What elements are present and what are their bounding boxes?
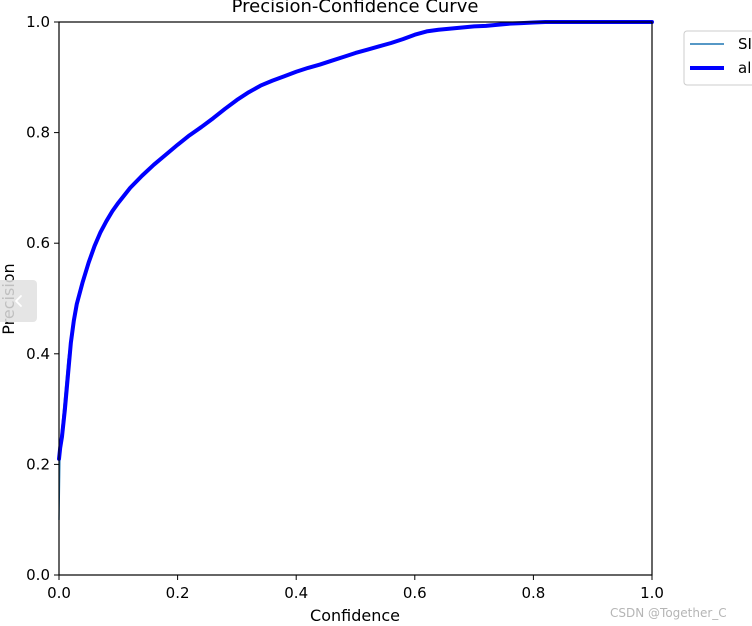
- x-tick-label: 0.4: [284, 584, 308, 602]
- series-line-SI: [58, 21, 653, 521]
- x-tick-label: 0.2: [166, 584, 190, 602]
- watermark-text: CSDN @Together_C: [610, 606, 727, 620]
- series-line-al: [57, 20, 654, 461]
- plot-frame: [58, 21, 653, 576]
- x-axis-title: Confidence: [310, 606, 400, 625]
- legend-label-SI: SI: [738, 35, 752, 53]
- legend: SI al: [683, 30, 752, 86]
- chart-title: Precision-Confidence Curve: [232, 0, 479, 17]
- y-tick-label: 0.6: [26, 234, 50, 252]
- x-tick-label: 1.0: [640, 584, 664, 602]
- x-tick-label: 0.6: [403, 584, 427, 602]
- y-axis: 0.0 0.2 0.4 0.6 0.8 1.0: [26, 13, 59, 584]
- y-tick-label: 0.0: [26, 566, 50, 584]
- legend-label-al: al: [738, 59, 751, 77]
- y-tick-label: 0.2: [26, 455, 50, 473]
- y-tick-label: 0.8: [26, 124, 50, 142]
- prev-image-button[interactable]: [0, 280, 37, 322]
- chevron-left-icon: [14, 295, 22, 307]
- x-axis: 0.0 0.2 0.4 0.6 0.8 1.0: [47, 575, 664, 602]
- x-tick-label: 0.8: [521, 584, 545, 602]
- series-layer: [57, 20, 654, 521]
- y-tick-label: 1.0: [26, 13, 50, 31]
- x-tick-label: 0.0: [47, 584, 71, 602]
- y-tick-label: 0.4: [26, 345, 50, 363]
